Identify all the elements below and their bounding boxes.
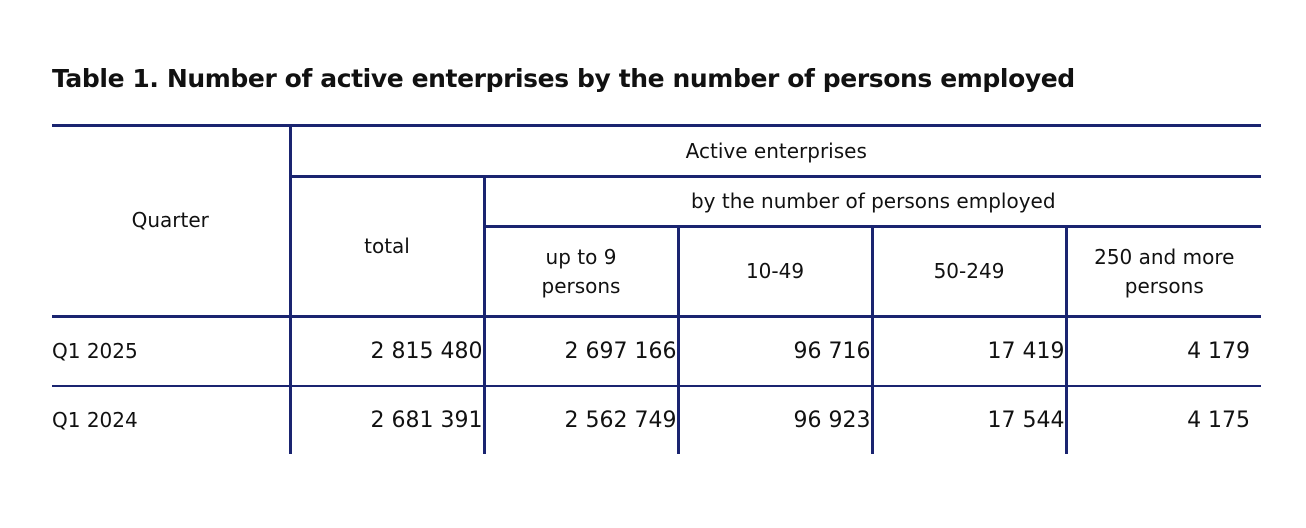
table-title: Table 1. Number of active enterprises by… bbox=[52, 64, 1075, 93]
header-by-persons-employed: by the number of persons employed bbox=[482, 176, 1262, 228]
enterprises-table: Quarter Active enterprises total by the … bbox=[52, 124, 1262, 454]
header-quarter: Quarter bbox=[52, 124, 290, 318]
header-up-to-9: up to 9 persons bbox=[482, 226, 678, 318]
cell-10-49: 96 716 bbox=[676, 316, 872, 387]
row-quarter: Q1 2025 bbox=[52, 316, 290, 387]
cell-up-to-9: 2 697 166 bbox=[482, 316, 678, 387]
cell-50-249: 17 419 bbox=[870, 316, 1066, 387]
header-250-and-more: 250 and more persons bbox=[1064, 226, 1262, 318]
table-row: Q1 2025 2 815 480 2 697 166 96 716 17 41… bbox=[52, 316, 1262, 387]
row-quarter: Q1 2024 bbox=[52, 408, 138, 432]
header-50-249: 50-249 bbox=[870, 226, 1066, 318]
table-row: Q1 2024 2 681 391 2 562 749 96 923 17 54… bbox=[52, 385, 1262, 454]
header-total: total bbox=[288, 176, 484, 318]
cell-total: 2 681 391 bbox=[288, 385, 484, 454]
cell-10-49: 96 923 bbox=[676, 385, 872, 454]
cell-total: 2 815 480 bbox=[288, 316, 484, 387]
cell-250-and-more: 4 175 bbox=[1064, 385, 1262, 454]
cell-250-and-more: 4 179 bbox=[1064, 316, 1262, 387]
header-10-49: 10-49 bbox=[676, 226, 872, 318]
cell-up-to-9: 2 562 749 bbox=[482, 385, 678, 454]
cell-50-249: 17 544 bbox=[870, 385, 1066, 454]
header-active-enterprises: Active enterprises bbox=[288, 124, 1262, 178]
